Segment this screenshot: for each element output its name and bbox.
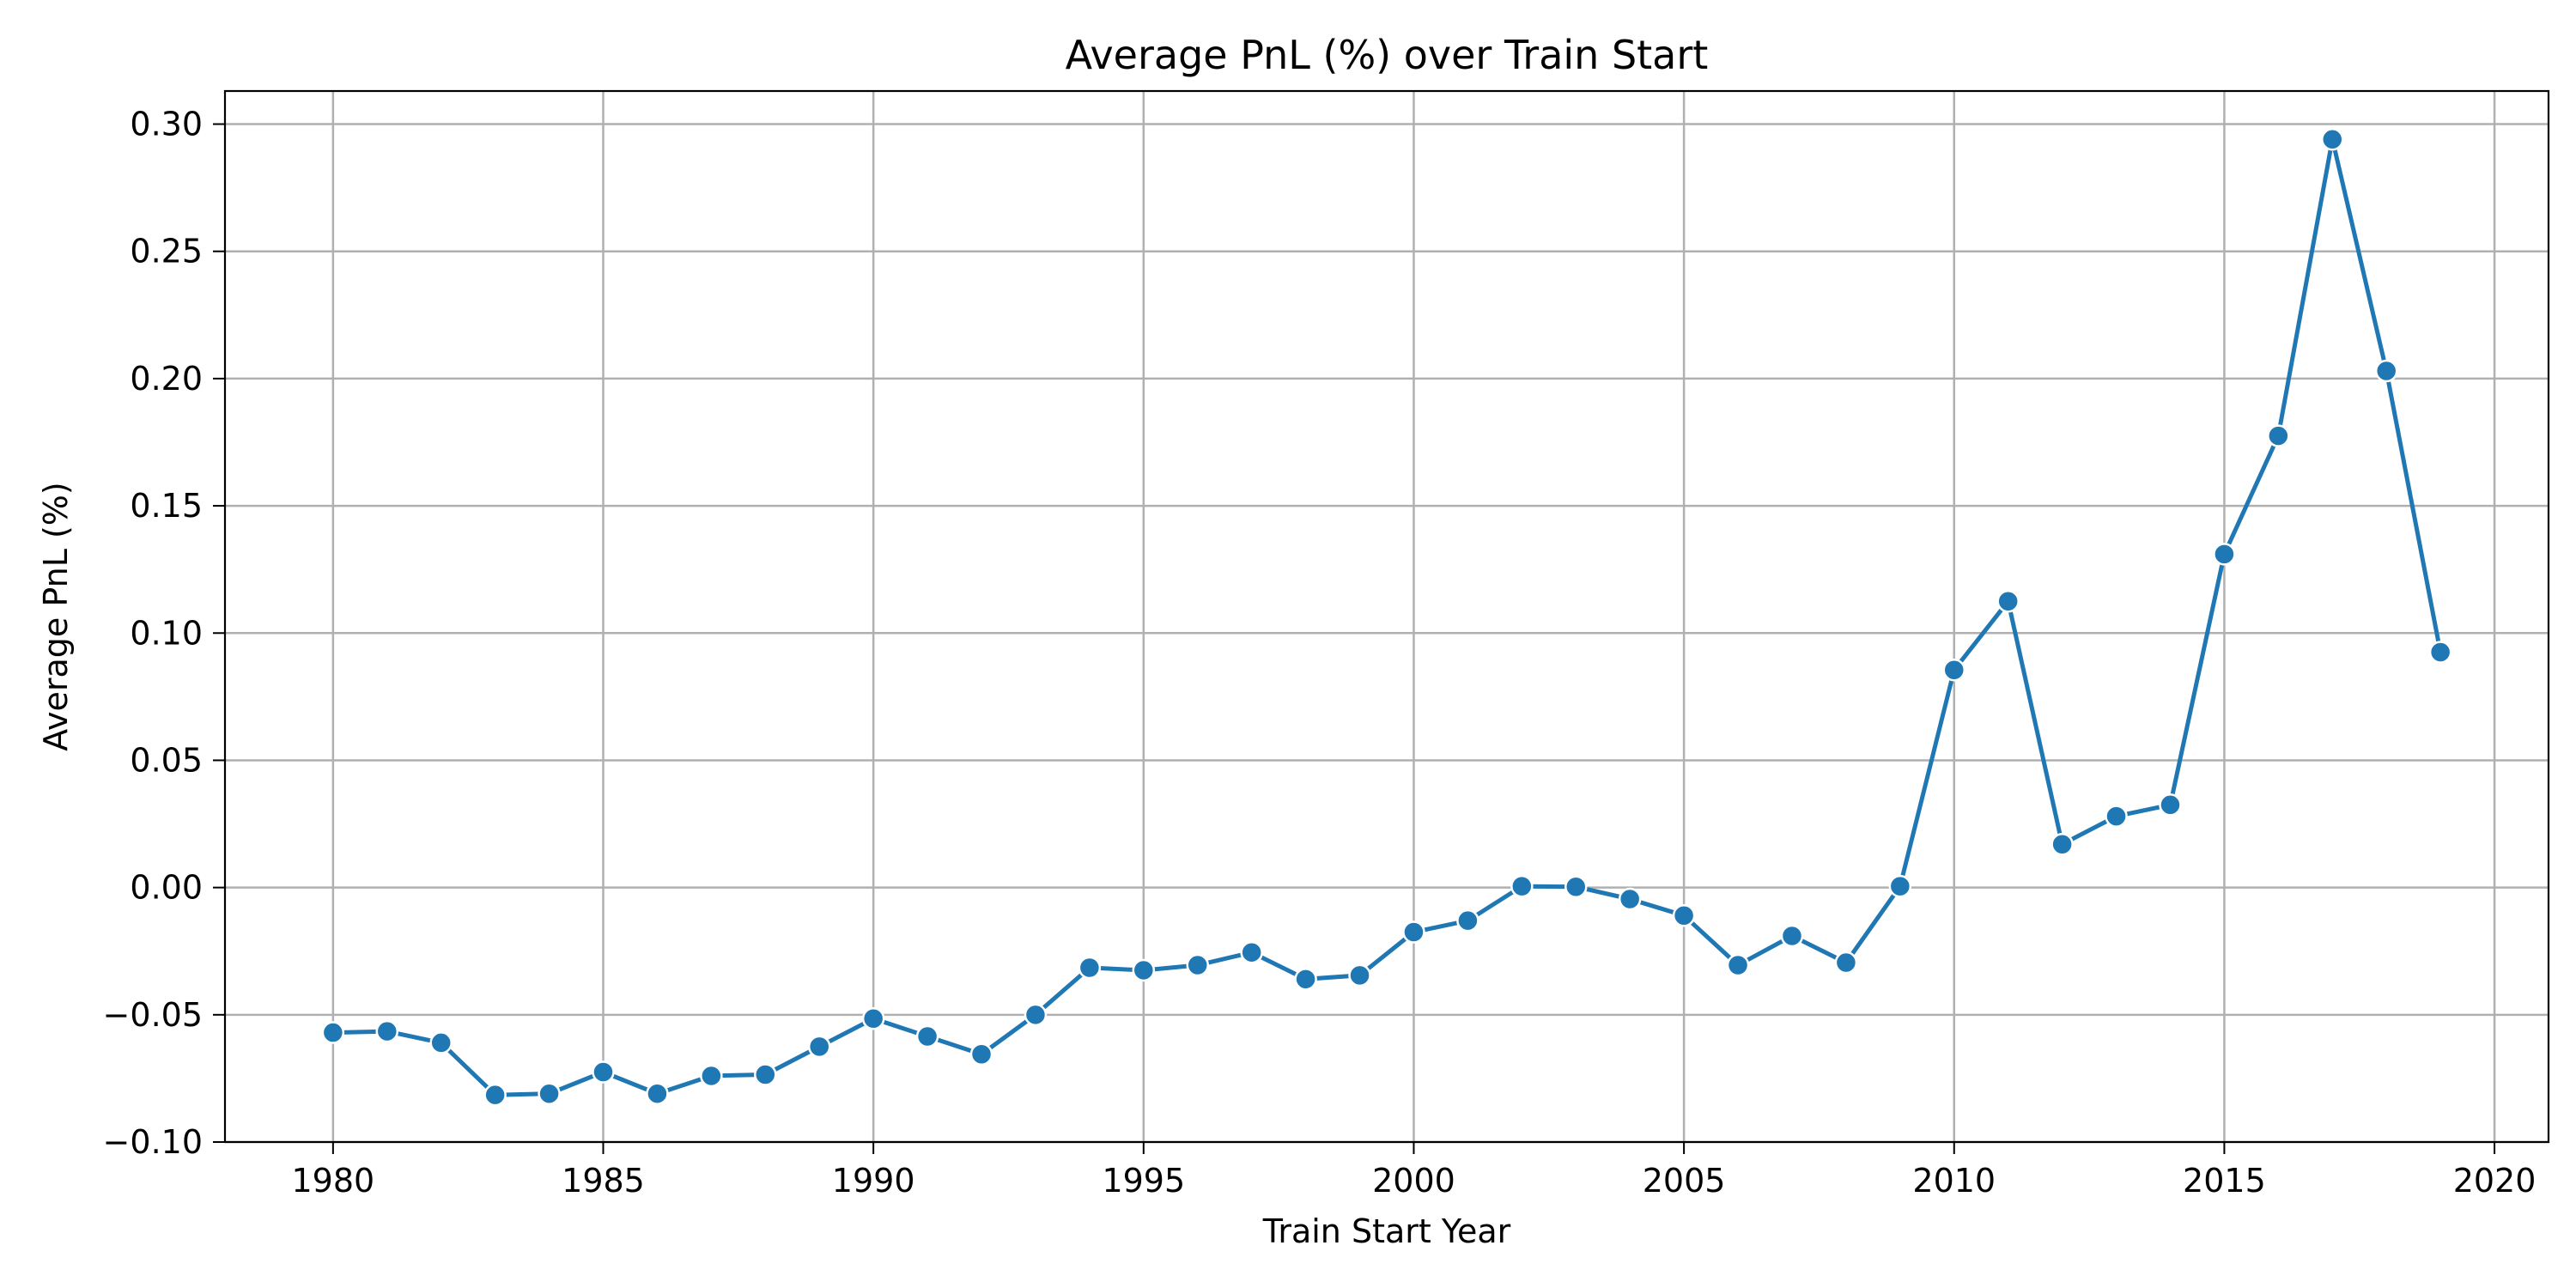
axes	[223, 89, 2550, 1144]
y-tick-label: 0.10	[130, 614, 203, 652]
data-point	[2213, 543, 2236, 566]
data-point	[1402, 920, 1425, 944]
data-point	[1078, 956, 1102, 980]
data-point	[375, 1019, 399, 1043]
x-tick-label: 1985	[562, 1162, 645, 1200]
y-tick-label: 0.20	[130, 360, 203, 398]
x-axis-label: Train Start Year	[1262, 1212, 1511, 1250]
data-point	[700, 1064, 723, 1088]
data-point	[1294, 968, 1317, 991]
x-tick-label: 1995	[1102, 1162, 1185, 1200]
data-point	[321, 1021, 345, 1044]
y-axis-ticks: −0.10 −0.05 0.00 0.05 0.10 0.15 0.20 0.25 0.30	[103, 106, 225, 1161]
data-point	[538, 1082, 561, 1105]
data-point	[969, 1042, 993, 1066]
y-tick-label: 0.30	[130, 106, 203, 143]
data-point	[754, 1063, 777, 1086]
x-tick-label: 2005	[1643, 1162, 1726, 1200]
x-tick-label: 2020	[2453, 1162, 2537, 1200]
x-axis-ticks: 1980 1985 1990 1995 2000 2005 2010 2015 2020	[292, 1142, 2537, 1200]
data-point	[1672, 903, 1696, 927]
data-point	[2428, 641, 2452, 664]
data-point	[1834, 951, 1858, 975]
y-tick-label: −0.05	[103, 996, 203, 1034]
x-tick-label: 2015	[2183, 1162, 2266, 1200]
data-point	[1888, 874, 1912, 898]
data-point	[2105, 805, 2128, 828]
data-point	[807, 1035, 831, 1059]
data-point	[2050, 832, 2074, 856]
y-tick-label: 0.25	[130, 233, 203, 270]
series	[321, 128, 2452, 1107]
y-tick-label: 0.15	[130, 487, 203, 525]
data-point	[646, 1082, 669, 1105]
data-point	[483, 1083, 507, 1107]
data-point	[1780, 924, 1804, 948]
data-point	[2321, 128, 2344, 151]
data-point	[915, 1024, 939, 1048]
y-tick-label: −0.10	[103, 1123, 203, 1161]
data-point	[1186, 953, 1209, 977]
data-point	[1726, 953, 1750, 977]
grid	[225, 91, 2549, 1144]
data-point	[1348, 963, 1371, 987]
data-point	[1456, 908, 1479, 933]
data-point	[1024, 1003, 1048, 1027]
data-point	[429, 1031, 453, 1054]
x-tick-label: 2010	[1912, 1162, 1996, 1200]
x-tick-label: 1980	[292, 1162, 375, 1200]
data-point	[1996, 589, 2020, 613]
data-point	[592, 1060, 615, 1084]
data-point	[1564, 875, 1588, 898]
data-point	[1510, 874, 1534, 898]
data-point	[1240, 940, 1263, 964]
y-tick-label: 0.00	[130, 869, 203, 907]
chart-title: Average PnL (%) over Train Start	[1066, 32, 1709, 78]
series-line	[331, 137, 2443, 1097]
data-point	[861, 1007, 885, 1030]
plot-frame	[223, 89, 2550, 1144]
data-point	[2267, 424, 2290, 447]
x-tick-label: 2000	[1372, 1162, 1455, 1200]
data-point	[2159, 793, 2182, 817]
data-point	[1942, 658, 1966, 682]
data-point	[1132, 958, 1156, 982]
x-tick-label: 1990	[832, 1162, 915, 1200]
y-tick-label: 0.05	[130, 741, 203, 779]
data-point	[1618, 887, 1642, 911]
data-point	[2374, 359, 2398, 383]
y-axis-label: Average PnL (%)	[37, 482, 75, 750]
